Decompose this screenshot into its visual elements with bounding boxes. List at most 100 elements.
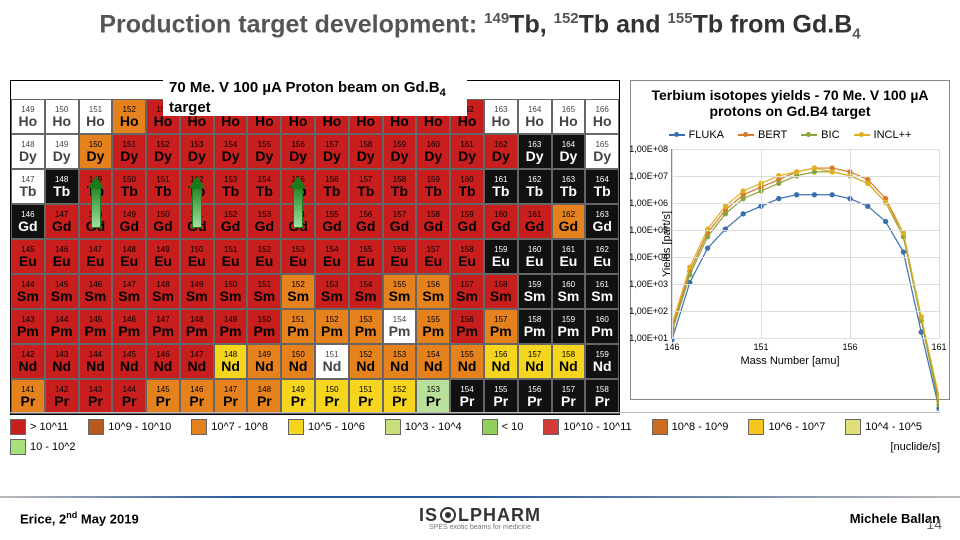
nuclide-cell: 149Pr	[281, 379, 315, 414]
nuclide-cell: 158Pm	[518, 309, 552, 344]
color-legend-item: 10^4 - 10^5	[845, 419, 922, 435]
nuclide-cell: 155Gd	[315, 204, 349, 239]
nuclide-cell: 159Nd	[585, 344, 619, 379]
nuclide-cell: 148Pm	[180, 309, 214, 344]
nuclide-cell: 159Dy	[383, 134, 417, 169]
nuclide-cell: 158Gd	[416, 204, 450, 239]
nuclide-color-legend: > 10^11 10^9 - 10^10 10^7 - 10^8 10^5 - 10^…	[10, 412, 940, 455]
nuclide-cell: 154Pm	[383, 309, 417, 344]
nuclide-cell: 155Eu	[349, 239, 383, 274]
nuclide-cell: 148Pr	[247, 379, 281, 414]
nuclide-row: 141Pr142Pr143Pr144Pr145Pr146Pr147Pr148Pr…	[11, 379, 619, 414]
nuclide-chart: 70 Me. V 100 µA Proton beam on Gd.B4 tar…	[10, 80, 620, 415]
nuclide-cell: 149Gd	[112, 204, 146, 239]
nuclide-cell: 161Eu	[552, 239, 586, 274]
nuclide-cell: 154Nd	[416, 344, 450, 379]
chart-legend: FLUKABERTBICINCL++	[631, 125, 949, 145]
nuclide-cell: 156Sm	[416, 274, 450, 309]
nuclide-cell: 153Nd	[383, 344, 417, 379]
nuclide-cell: 151Tb	[146, 169, 180, 204]
nuclide-cell: 154Sm	[349, 274, 383, 309]
nuclide-cell: 147Pm	[146, 309, 180, 344]
nuclide-cell: 150Pr	[315, 379, 349, 414]
nuclide-cell: 152Gd	[214, 204, 248, 239]
color-legend-item: 10^7 - 10^8	[191, 419, 268, 435]
nuclide-cell: 153Dy	[180, 134, 214, 169]
legend-item: FLUKA	[669, 129, 724, 141]
legend-unit: [nuclide/s]	[890, 441, 940, 453]
nuclide-cell: 156Dy	[281, 134, 315, 169]
nuclide-cell: 158Tb	[383, 169, 417, 204]
nuclide-cell: 159Pm	[552, 309, 586, 344]
footer-venue: Erice, 2nd May 2019	[20, 510, 327, 526]
nuclide-cell: 153Sm	[315, 274, 349, 309]
nuclide-cell: 142Pr	[45, 379, 79, 414]
nuclide-cell: 145Eu	[11, 239, 45, 274]
nuclide-cell: 160Dy	[416, 134, 450, 169]
nuclide-cell: 145Sm	[45, 274, 79, 309]
nuclide-cell: 144Nd	[79, 344, 113, 379]
nuclide-cell: 157Pm	[484, 309, 518, 344]
legend-item: BIC	[801, 129, 839, 141]
nuclide-cell: 153Eu	[281, 239, 315, 274]
nuclide-cell: 148Dy	[11, 134, 45, 169]
nuclide-cell: 146Nd	[146, 344, 180, 379]
nuclide-cell: 151Sm	[247, 274, 281, 309]
nuclide-cell: 152Nd	[349, 344, 383, 379]
nuclide-cell: 143Nd	[45, 344, 79, 379]
nuclide-cell: 153Pr	[416, 379, 450, 414]
nuclide-cell: 151Ho	[79, 99, 113, 134]
nuclide-row: 143Pm144Pm145Pm146Pm147Pm148Pm149Pm150Pm…	[11, 309, 619, 344]
nuclide-cell: 153Pm	[349, 309, 383, 344]
page-number: 14	[926, 516, 942, 532]
nuclide-row: 144Sm145Sm146Sm147Sm148Sm149Sm150Sm151Sm…	[11, 274, 619, 309]
nuclide-cell: 150Gd	[146, 204, 180, 239]
nuclide-row: 145Eu146Eu147Eu148Eu149Eu150Eu151Eu152Eu…	[11, 239, 619, 274]
nuclide-cell: 149Nd	[247, 344, 281, 379]
footer-logo: ISLPHARM SPES exotic beams for medicine	[327, 506, 634, 531]
nuclide-cell: 152Eu	[247, 239, 281, 274]
nuclide-cell: 163Tb	[552, 169, 586, 204]
nuclide-cell: 150Ho	[45, 99, 79, 134]
color-legend-item: 10^5 - 10^6	[288, 419, 365, 435]
nuclide-cell: 148Nd	[214, 344, 248, 379]
nuclide-cell: 159Eu	[484, 239, 518, 274]
color-legend-item: < 10	[482, 419, 524, 435]
nuclide-cell: 157Pr	[552, 379, 586, 414]
color-legend-item: > 10^11	[10, 419, 68, 435]
nuclide-cell: 156Pm	[450, 309, 484, 344]
nuclide-cell: 144Pr	[112, 379, 146, 414]
nuclide-cell: 157Tb	[349, 169, 383, 204]
nuclide-cell: 158Dy	[349, 134, 383, 169]
nuclide-cell: 164Ho	[518, 99, 552, 134]
nuclide-cell: 161Tb	[484, 169, 518, 204]
nuclide-cell: 145Pr	[146, 379, 180, 414]
nuclide-cell: 147Nd	[180, 344, 214, 379]
nuclide-cell: 159Tb	[416, 169, 450, 204]
footer-author: Michele Ballan	[633, 511, 940, 526]
nuclide-cell: 151Pr	[349, 379, 383, 414]
nuclide-cell: 142Nd	[11, 344, 45, 379]
legend-item: INCL++	[854, 129, 912, 141]
nuclide-cell: 157Eu	[416, 239, 450, 274]
nuclide-cell: 155Pm	[416, 309, 450, 344]
nuclide-cell: 160Tb	[450, 169, 484, 204]
nuclide-cell: 149Ho	[11, 99, 45, 134]
nuclide-cell: 152Dy	[146, 134, 180, 169]
nuclide-cell: 147Gd	[45, 204, 79, 239]
nuclide-cell: 159Gd	[450, 204, 484, 239]
nuclide-cell: 154Tb	[247, 169, 281, 204]
nuclide-row: 148Dy149Dy150Dy151Dy152Dy153Dy154Dy155Dy…	[11, 134, 619, 169]
nuclide-cell: 149Sm	[180, 274, 214, 309]
color-legend-item: 10^10 - 10^11	[543, 419, 631, 435]
nuclide-cell: 152Ho	[112, 99, 146, 134]
chart-plot-area: Yields [part/s] 1,00E+081,00E+071,00E+06…	[671, 149, 939, 339]
color-legend-item: 10^9 - 10^10	[88, 419, 171, 435]
nuclide-cell: 157Gd	[383, 204, 417, 239]
nuclide-cell: 148Eu	[112, 239, 146, 274]
nuclide-cell: 162Dy	[484, 134, 518, 169]
nuclide-cell: 146Pr	[180, 379, 214, 414]
nuclide-cell: 166Ho	[585, 99, 619, 134]
nuclide-cell: 152Sm	[281, 274, 315, 309]
nuclide-cell: 149Pm	[214, 309, 248, 344]
